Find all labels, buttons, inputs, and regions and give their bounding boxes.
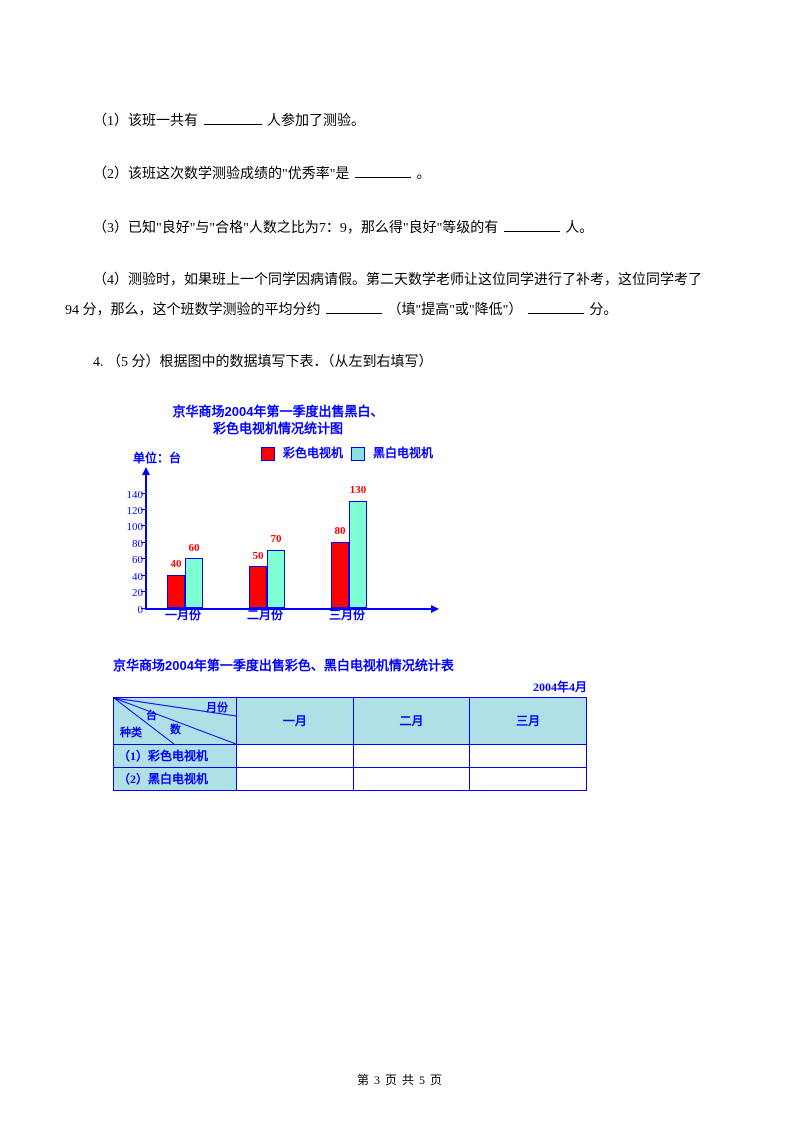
row1-c2[interactable] xyxy=(353,745,470,768)
q4-blank1[interactable] xyxy=(326,299,382,314)
chart-title-l1: 京华商场2004年第一季度出售黑白、 xyxy=(173,404,384,419)
table-date: 2004年4月 xyxy=(113,678,587,697)
tv-sales-table-block: 京华商场2004年第一季度出售彩色、黑白电视机情况统计表 2004年4月 月份 … xyxy=(113,656,735,792)
y-tick xyxy=(141,542,147,543)
y-tick xyxy=(141,591,147,592)
tv-sales-chart: 京华商场2004年第一季度出售黑白、 彩色电视机情况统计图 彩色电视机 黑白电视… xyxy=(113,404,443,627)
chart-bar xyxy=(349,501,367,608)
question-3: （3）已知"良好"与"合格"人数之比为7：9，那么得"良好"等级的有 人。 xyxy=(65,217,735,240)
bar-value-label: 60 xyxy=(182,540,206,558)
q4-l2-before: 94 分，那么，这个班数学测验的平均分约 xyxy=(65,303,321,318)
row1-c1[interactable] xyxy=(237,745,354,768)
q3-blank[interactable] xyxy=(504,217,560,232)
y-tick-label: 80 xyxy=(119,536,143,554)
q4-blank2[interactable] xyxy=(528,299,584,314)
q4-l2-mid: （填"提高"或"降低"） xyxy=(388,303,523,318)
chart-bar xyxy=(185,558,203,607)
diag-top: 月份 xyxy=(206,700,228,718)
row1-label: （1）彩色电视机 xyxy=(114,745,237,768)
row2-c1[interactable] xyxy=(237,768,354,791)
chart-title: 京华商场2004年第一季度出售黑白、 彩色电视机情况统计图 xyxy=(113,404,443,438)
col-jan: 一月 xyxy=(237,698,354,745)
y-tick xyxy=(141,608,147,609)
col-mar: 三月 xyxy=(470,698,587,745)
question-1: （1）该班一共有 人参加了测验。 xyxy=(65,110,735,133)
x-tick-label: 一月份 xyxy=(165,606,201,625)
legend-swatch-color xyxy=(261,447,275,461)
row2-label: （2）黑白电视机 xyxy=(114,768,237,791)
y-tick-label: 140 xyxy=(119,487,143,505)
diag-mid: 台 xyxy=(146,708,157,726)
chart-title-l2: 彩色电视机情况统计图 xyxy=(213,421,343,436)
q2-blank[interactable] xyxy=(355,163,411,178)
legend-label-bw: 黑白电视机 xyxy=(373,444,433,463)
q3-before: （3）已知"良好"与"合格"人数之比为7：9，那么得"良好"等级的有 xyxy=(93,221,498,236)
y-tick-label: 20 xyxy=(119,585,143,603)
table-row: （2）黑白电视机 xyxy=(114,768,587,791)
chart-bar xyxy=(249,566,267,607)
q5-text: 4. （5 分）根据图中的数据填写下表．（从左到右填写） xyxy=(93,355,433,370)
y-tick xyxy=(141,558,147,559)
y-tick-label: 0 xyxy=(119,602,143,620)
legend-label-color: 彩色电视机 xyxy=(283,444,343,463)
diag-bottom: 种类 xyxy=(120,725,142,743)
q1-blank[interactable] xyxy=(204,110,262,125)
question-4-line1: （4）测验时，如果班上一个同学因病请假。第二天数学老师让这位同学进行了补考，这位… xyxy=(65,270,735,292)
row1-c3[interactable] xyxy=(470,745,587,768)
table-diag-header: 月份 台 数 种类 xyxy=(114,698,237,745)
y-tick xyxy=(141,525,147,526)
chart-bar xyxy=(267,550,285,608)
table-caption: 京华商场2004年第一季度出售彩色、黑白电视机情况统计表 xyxy=(113,656,735,677)
y-tick xyxy=(141,509,147,510)
table-row: （1）彩色电视机 xyxy=(114,745,587,768)
q2-before: （2）该班这次数学测验成绩的"优秀率"是 xyxy=(93,167,349,182)
x-tick-label: 二月份 xyxy=(247,606,283,625)
chart-bar xyxy=(167,575,185,608)
bar-value-label: 130 xyxy=(346,482,370,500)
y-tick xyxy=(141,493,147,494)
legend-swatch-bw xyxy=(351,447,365,461)
y-tick-label: 40 xyxy=(119,569,143,587)
row2-c3[interactable] xyxy=(470,768,587,791)
row2-c2[interactable] xyxy=(353,768,470,791)
chart-bar xyxy=(331,542,349,608)
q1-after: 人参加了测验。 xyxy=(267,114,365,129)
chart-canvas: 0204060801001201404060一月份5070二月份80130三月份 xyxy=(113,473,443,628)
q1-before: （1）该班一共有 xyxy=(93,114,198,129)
page-number: 第 3 页 共 5 页 xyxy=(0,1071,800,1088)
y-tick-label: 100 xyxy=(119,519,143,537)
question-4-line2: 94 分，那么，这个班数学测验的平均分约 （填"提高"或"降低"） 分。 xyxy=(65,299,735,322)
q4-l2-after: 分。 xyxy=(589,303,617,318)
tv-sales-table: 月份 台 数 种类 一月 二月 三月 （1）彩色电视机 （2）黑白电视机 xyxy=(113,697,587,791)
q2-after: 。 xyxy=(416,167,430,182)
y-tick-label: 120 xyxy=(119,503,143,521)
diag-left: 数 xyxy=(170,722,181,740)
y-tick-label: 60 xyxy=(119,552,143,570)
q4-l1: （4）测验时，如果班上一个同学因病请假。第二天数学老师让这位同学进行了补考，这位… xyxy=(93,273,702,288)
y-tick xyxy=(141,575,147,576)
question-2: （2）该班这次数学测验成绩的"优秀率"是 。 xyxy=(65,163,735,186)
q3-after: 人。 xyxy=(565,221,593,236)
bar-value-label: 70 xyxy=(264,531,288,549)
col-feb: 二月 xyxy=(353,698,470,745)
question-5: 4. （5 分）根据图中的数据填写下表．（从左到右填写） xyxy=(65,352,735,374)
x-tick-label: 三月份 xyxy=(329,606,365,625)
